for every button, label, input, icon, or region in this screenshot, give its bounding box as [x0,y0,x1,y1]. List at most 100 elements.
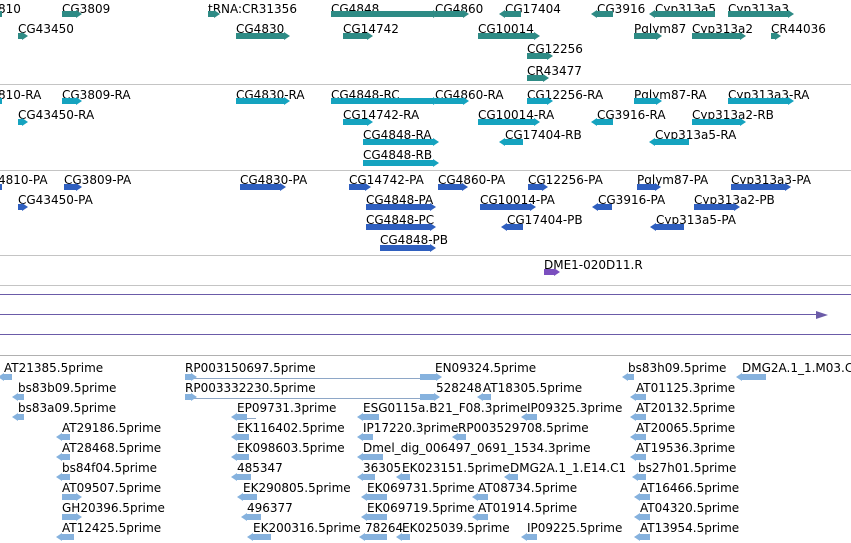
feature-label[interactable]: AT18305.5prime [483,381,583,395]
feature-label[interactable]: ESG0115a.B21_F08.3prime [363,401,528,415]
feature-glyph[interactable] [527,75,543,81]
feature-glyph[interactable] [363,414,379,420]
feature-glyph[interactable] [18,204,22,210]
feature-glyph[interactable] [637,184,655,190]
feature-glyph[interactable] [4,374,12,380]
feature-glyph[interactable] [18,33,22,39]
feature-label[interactable]: CG4848-PB [380,233,449,247]
feature-label[interactable]: bs83h09.5prime [628,361,727,375]
feature-label[interactable]: EK098603.5prime [237,441,345,455]
feature-label[interactable]: EK069731.5prime [367,481,475,495]
feature-label[interactable]: AT19536.3prime [636,441,736,455]
feature-label[interactable]: IP17220.3prime [363,421,459,435]
feature-label[interactable]: CG4848-RA [363,128,432,142]
feature-glyph[interactable] [0,11,2,17]
feature-label[interactable]: CG12256 [527,42,583,56]
feature-label[interactable]: 496377 [247,501,293,515]
feature-label[interactable]: CG17404-RB [505,128,582,142]
feature-label[interactable]: RP003529708.5prime [458,421,589,435]
feature-label[interactable]: Pglym87-PA [637,173,709,187]
feature-label[interactable]: Cyp313a2-PB [694,193,775,207]
feature-label[interactable]: AT13954.5prime [640,521,740,535]
feature-glyph[interactable] [742,374,766,380]
feature-glyph[interactable] [544,269,554,275]
feature-label[interactable]: EN09324.5prime [435,361,537,375]
feature-glyph[interactable] [62,454,70,460]
feature-glyph[interactable] [240,184,280,190]
feature-label[interactable]: bs83a09.5prime [18,401,117,415]
feature-glyph[interactable] [18,119,22,125]
feature-label[interactable]: EK025039.5prime [402,521,510,535]
feature-glyph[interactable] [483,394,491,400]
feature-label[interactable]: RP003332230.5prime [185,381,316,395]
feature-label[interactable]: Cyp313a2 [692,22,753,36]
feature-glyph[interactable] [656,224,684,230]
feature-glyph[interactable] [655,139,689,145]
feature-glyph[interactable] [185,374,191,380]
feature-glyph[interactable] [365,534,387,540]
feature-glyph[interactable] [185,394,191,400]
feature-glyph[interactable] [343,33,367,39]
feature-label[interactable]: AT20132.5prime [636,401,736,415]
feature-glyph[interactable] [367,494,387,500]
feature-label[interactable]: CG4830 [236,22,285,36]
feature-glyph[interactable] [771,33,775,39]
feature-label[interactable]: DMG2A.1_1.M03.C1 [742,361,851,375]
feature-label[interactable]: EP09731.3prime [237,401,337,415]
feature-label[interactable]: EK069719.5prime [367,501,475,515]
feature-glyph[interactable] [18,414,24,420]
feature-label[interactable]: Dmel_dig_006497_0691_1534.3prime [363,441,591,455]
feature-glyph[interactable] [505,11,521,17]
feature-glyph[interactable] [438,184,462,190]
feature-label[interactable]: CG4860-PA [438,173,506,187]
feature-glyph[interactable] [62,434,70,440]
feature-glyph[interactable] [363,160,433,166]
feature-glyph[interactable] [343,119,367,125]
feature-glyph[interactable] [0,98,2,104]
feature-glyph[interactable] [247,514,261,520]
feature-glyph[interactable] [420,394,434,400]
feature-glyph[interactable] [638,474,646,480]
feature-glyph[interactable] [478,119,534,125]
feature-glyph[interactable] [237,414,247,420]
feature-label[interactable]: CG10014 [478,22,534,36]
feature-label[interactable]: CG14742-RA [343,108,420,122]
feature-glyph[interactable] [402,474,410,480]
feature-glyph[interactable] [478,33,534,39]
feature-glyph[interactable] [380,245,430,251]
feature-glyph[interactable] [420,374,436,380]
feature-label[interactable]: CG43450 [18,22,74,36]
feature-label[interactable]: AT21385.5prime [4,361,104,375]
feature-glyph[interactable] [510,474,518,480]
feature-label[interactable]: bs84f04.5prime [62,461,158,475]
feature-glyph[interactable] [366,204,430,210]
feature-label[interactable]: IP09225.5prime [527,521,623,535]
feature-glyph[interactable] [458,434,466,440]
feature-glyph[interactable] [237,474,251,480]
feature-glyph[interactable] [731,184,785,190]
feature-label[interactable]: AT28468.5prime [62,441,162,455]
feature-glyph[interactable] [640,494,650,500]
feature-glyph[interactable] [692,33,740,39]
feature-label[interactable]: AT09507.5prime [62,481,162,495]
feature-glyph[interactable] [636,434,646,440]
feature-label[interactable]: EK200316.5prime [253,521,361,535]
feature-glyph[interactable] [507,224,523,230]
feature-glyph[interactable] [331,98,433,104]
feature-glyph[interactable] [728,98,788,104]
feature-glyph[interactable] [636,394,646,400]
feature-glyph[interactable] [636,454,646,460]
feature-label[interactable]: AT29186.5prime [62,421,162,435]
feature-label[interactable]: CG4848-RB [363,148,433,162]
feature-glyph[interactable] [331,11,433,17]
feature-label[interactable]: DME1-020D11.R [544,258,643,272]
feature-glyph[interactable] [363,474,375,480]
feature-glyph[interactable] [527,414,537,420]
feature-glyph[interactable] [62,514,76,520]
feature-glyph[interactable] [480,204,530,210]
feature-label[interactable]: CG43450-RA [18,108,95,122]
feature-label[interactable]: AT01914.5prime [478,501,578,515]
feature-glyph[interactable] [640,534,650,540]
feature-label[interactable]: 4810-PA [0,173,48,187]
feature-label[interactable]: EK116402.5prime [237,421,345,435]
